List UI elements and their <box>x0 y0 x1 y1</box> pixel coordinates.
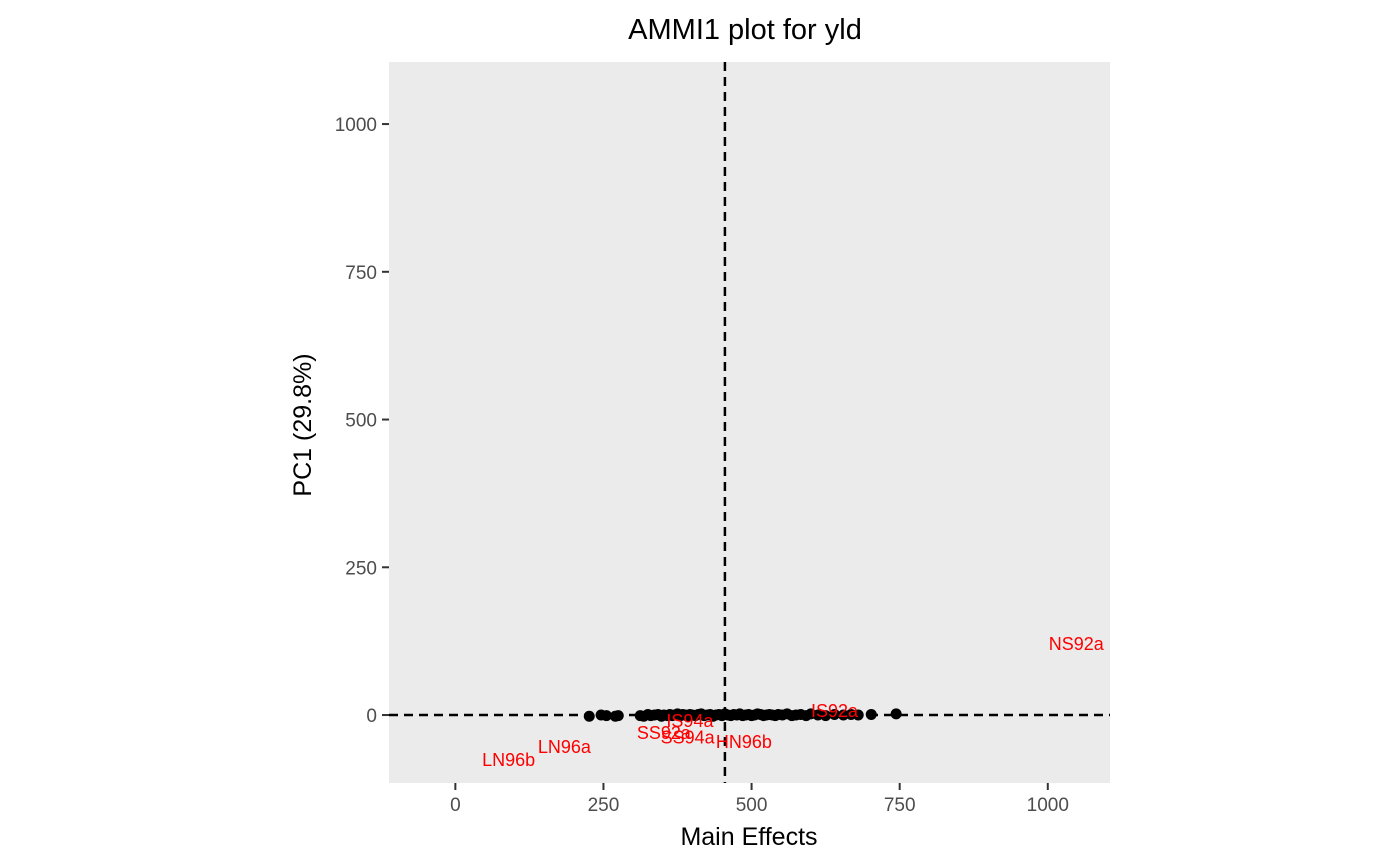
y-axis-title: PC1 (29.8%) <box>289 353 317 496</box>
genotype-points <box>583 708 902 722</box>
environment-label: NS92a <box>1049 634 1105 654</box>
genotype-point <box>865 708 877 720</box>
genotype-point <box>829 708 841 720</box>
genotype-point <box>600 710 612 722</box>
genotype-point <box>852 709 864 721</box>
y-axis: 0 250 500 750 1000 <box>335 115 389 727</box>
environment-label: SS92a <box>637 723 692 743</box>
y-tick-label: 750 <box>345 263 377 284</box>
y-tick-label: 0 <box>366 706 377 727</box>
environment-label: LN96b <box>482 750 535 770</box>
genotype-point <box>820 710 832 722</box>
plot-panel <box>389 62 1110 783</box>
environment-label: SS94a <box>661 727 716 747</box>
y-tick-label: 250 <box>345 558 377 579</box>
environment-label: HN96b <box>716 732 772 752</box>
x-tick-label: 500 <box>736 795 768 816</box>
x-tick-label: 750 <box>884 795 916 816</box>
genotype-point <box>612 710 624 722</box>
x-axis: 0 250 500 750 1000 <box>450 783 1069 816</box>
x-tick-label: 250 <box>588 795 620 816</box>
x-tick-label: 1000 <box>1027 795 1069 816</box>
x-tick-label: 0 <box>450 795 461 816</box>
environment-label: IS94a <box>666 711 714 731</box>
y-tick-label: 1000 <box>335 115 377 136</box>
genotype-point <box>583 710 595 722</box>
environment-label: LN96a <box>538 737 592 757</box>
x-axis-title: Main Effects <box>680 823 817 851</box>
genotype-point <box>890 708 902 720</box>
chart-title: AMMI1 plot for yld <box>628 14 862 46</box>
environment-label: IS92a <box>811 701 859 721</box>
y-tick-label: 500 <box>345 411 377 432</box>
